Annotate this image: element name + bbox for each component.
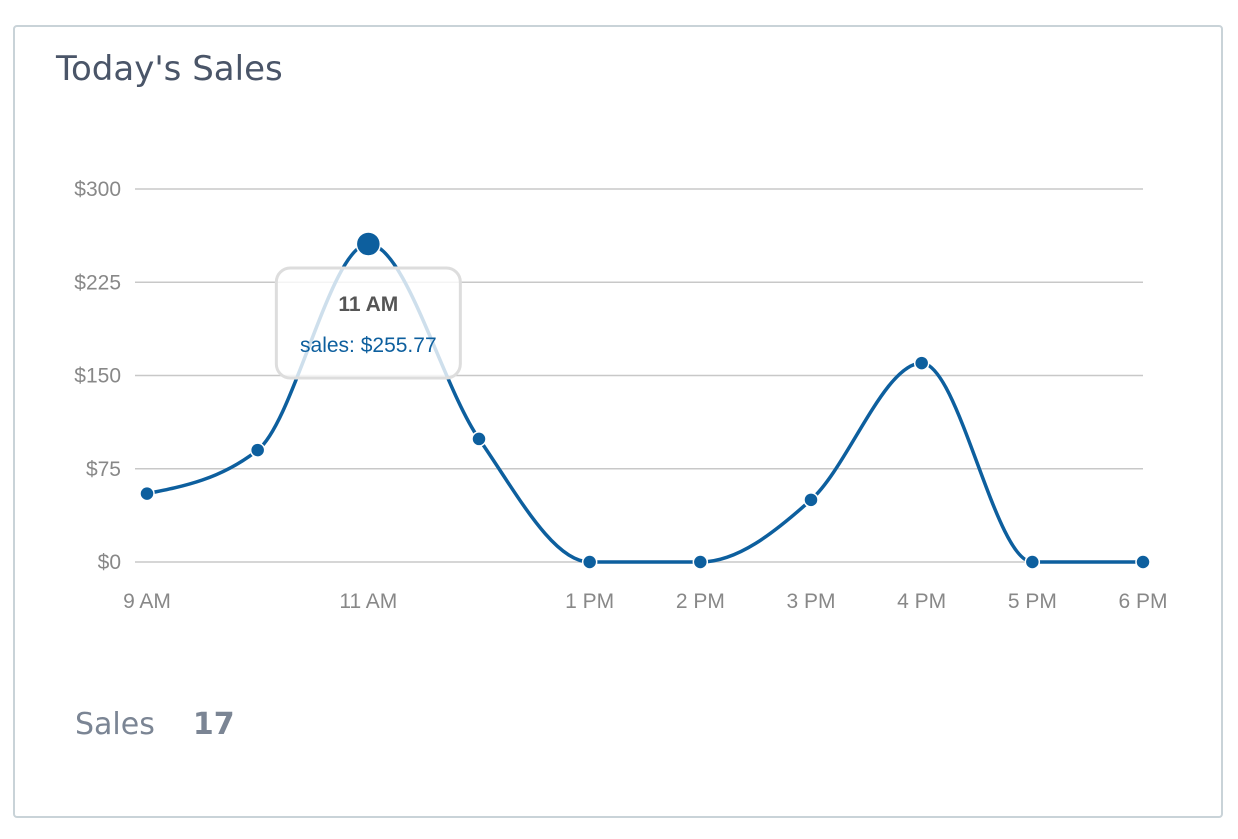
x-tick-label: 6 PM (1118, 590, 1167, 613)
data-point[interactable] (692, 554, 709, 570)
sales-count-stat: Sales 17 (75, 707, 235, 742)
x-tick-label: 2 PM (676, 590, 725, 613)
tooltip-value: sales: $255.77 (300, 334, 437, 357)
chart-tooltip: 11 AM sales: $255.77 (274, 266, 462, 380)
x-axis-ticks: 9 AM 11 AM 1 PM 2 PM 3 PM 4 PM 5 PM 6 PM (123, 590, 1167, 613)
sales-line-chart: $0 $75 $150 $225 $300 9 AM 11 AM 1 PM 2 PM 3 PM 4… (74, 178, 1167, 613)
data-point[interactable] (355, 231, 382, 257)
x-tick-label: 3 PM (786, 590, 835, 613)
x-tick-label: 1 PM (565, 590, 614, 613)
y-tick-label: $300 (74, 178, 121, 201)
data-point[interactable] (913, 355, 930, 371)
x-tick-label: 5 PM (1008, 590, 1057, 613)
y-tick-label: $150 (74, 365, 121, 388)
x-tick-label: 9 AM (123, 590, 171, 613)
data-point[interactable] (249, 442, 266, 458)
x-tick-label: 4 PM (897, 590, 946, 613)
sales-count-label: Sales (75, 707, 155, 742)
data-point[interactable] (1024, 554, 1041, 570)
x-tick-label: 11 AM (339, 590, 397, 613)
y-tick-label: $0 (98, 551, 121, 574)
data-point[interactable] (471, 431, 487, 447)
card-title: Today's Sales (56, 49, 283, 89)
y-axis-ticks: $0 $75 $150 $225 $300 (74, 178, 121, 574)
data-point[interactable] (803, 492, 819, 508)
data-point[interactable] (581, 554, 598, 570)
tooltip-box (274, 266, 462, 380)
tooltip-title: 11 AM (338, 293, 398, 316)
data-point[interactable] (139, 485, 155, 502)
data-point[interactable] (1135, 554, 1151, 570)
sales-count-value: 17 (192, 707, 235, 742)
y-tick-label: $225 (74, 271, 121, 294)
sales-card: Today's Sales $0 $75 $150 $225 $300 9 AM 11 A… (13, 25, 1223, 818)
y-tick-label: $75 (86, 458, 121, 481)
sales-data-points (139, 231, 1151, 570)
